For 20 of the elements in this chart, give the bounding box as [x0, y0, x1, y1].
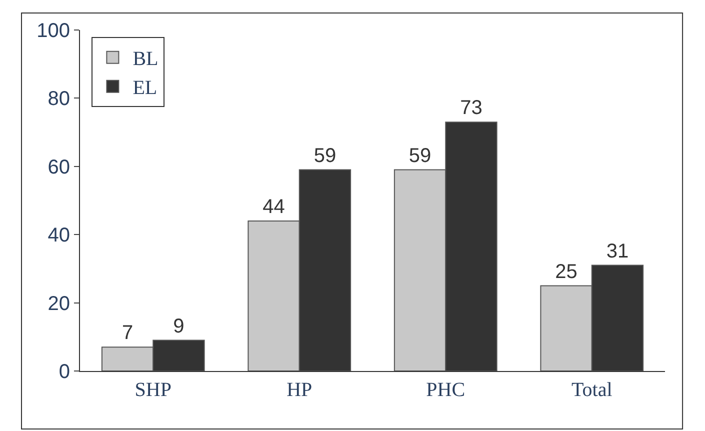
y-tick-label: 100 [36, 20, 70, 42]
y-tick-label: 20 [48, 292, 70, 315]
data-label: 9 [173, 315, 184, 338]
y-tick-label: 80 [48, 88, 70, 110]
data-label: 73 [460, 97, 482, 120]
data-label: 25 [555, 260, 578, 283]
y-tick-label: 40 [48, 224, 70, 247]
legend-label: BL [132, 48, 158, 70]
x-tick-label: Total [571, 379, 613, 401]
x-tick-label: SHP [134, 379, 172, 401]
x-tick-label: PHC [426, 379, 466, 401]
x-tick-label: HP [286, 379, 312, 401]
data-label: 59 [408, 144, 432, 167]
data-label: 7 [122, 322, 134, 344]
legend-label: EL [132, 77, 158, 100]
y-tick-label: 60 [48, 156, 70, 178]
y-tick-label: 0 [58, 361, 70, 383]
data-label: 31 [606, 240, 629, 262]
data-label: 44 [262, 196, 285, 218]
data-label: 59 [314, 144, 336, 167]
